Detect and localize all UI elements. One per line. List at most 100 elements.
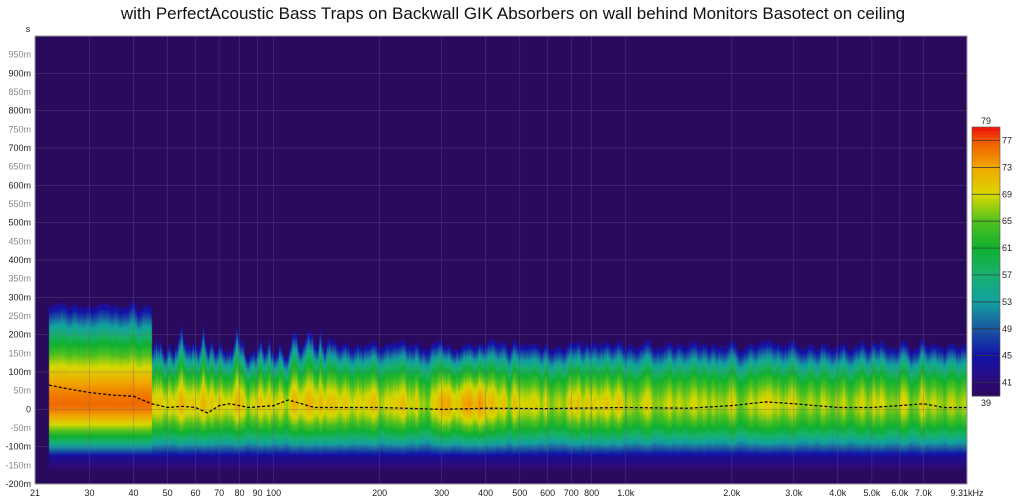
color-scale-segment [972,285,1000,289]
x-tick-label: 200 [372,488,387,498]
color-scale-segment [972,244,1000,249]
color-scale-segment [972,127,1000,131]
color-scale-segment [972,153,1000,158]
x-tick-label: 100 [266,488,281,498]
color-scale-segment [972,137,1000,141]
color-scale-segment [972,268,1000,273]
color-scale-segment [972,369,1000,373]
y-tick-label: 150m [8,348,31,358]
y-tick-label: -50m [10,423,31,433]
color-scale-segment [972,214,1000,219]
color-scale-segment [972,264,1000,269]
y-axis: 950m 900m 850m 800m 750m 700m 650m 600m 550m 500m… [5,50,31,489]
color-scale-segment [972,345,1000,350]
color-scale-segment [972,150,1000,155]
color-scale-segment [972,258,1000,262]
color-scale-segment [972,348,1000,353]
color-scale-min-label: 39 [981,398,991,408]
color-scale-segment [972,305,1000,310]
color-scale-segment [972,133,1000,138]
y-tick-label: -150m [5,460,31,470]
x-tick-label: 300 [434,488,449,498]
color-scale-segment [972,359,1000,363]
y-tick-label: 500m [8,218,31,228]
x-tick-label: 21 [30,488,40,498]
x-tick-label: 600 [540,488,555,498]
y-tick-label: 950m [8,50,31,60]
color-scale-segment [972,190,1000,195]
x-tick-label: 80 [235,488,245,498]
x-tick-label: 400 [478,488,493,498]
color-scale-tick-label: 73 [1002,162,1012,172]
color-scale-segment [972,211,1000,215]
color-scale-segment [972,187,1000,192]
x-tick-label: 800 [584,488,599,498]
color-scale-segment [972,325,1000,330]
y-tick-label: 700m [8,143,31,153]
y-tick-label: -100m [5,442,31,452]
x-tick-label: 90 [253,488,263,498]
color-scale-segment [972,177,1000,182]
color-scale-segment [972,278,1000,283]
peak-time-line [48,384,967,414]
color-scale-tick-label: 49 [1002,324,1012,334]
y-tick-label: -200m [5,479,31,489]
color-scale-tick-label: 53 [1002,297,1012,307]
y-tick-label: 900m [8,68,31,78]
color-scale-segment [972,322,1000,326]
color-scale-segment [972,288,1000,293]
peak-time-curve [48,384,967,414]
color-scale-segment [972,248,1000,252]
color-scale-segment [972,382,1000,387]
y-tick-label: 600m [8,180,31,190]
color-scale-tick-label: 57 [1002,270,1012,280]
x-tick-label: 4.0k [829,488,847,498]
color-scale-tick-label: 41 [1002,378,1012,388]
color-scale-segment [972,241,1000,246]
color-scale-segment [972,311,1000,316]
plot-frame [34,35,968,485]
color-scale-segment [972,332,1000,336]
color-scale-segment [972,375,1000,380]
y-tick-label: 350m [8,274,31,284]
color-scale-tick-label: 65 [1002,216,1012,226]
color-scale-segment [972,224,1000,229]
color-scale-segment [972,251,1000,256]
color-scale-segment [972,328,1000,333]
color-scale-segment [972,385,1000,390]
color-scale-segment [972,237,1000,242]
y-tick-label: 550m [8,199,31,209]
color-scale-segment [972,221,1000,226]
color-scale-segment [972,342,1000,347]
color-scale-segment [972,281,1000,286]
color-scale-segment [972,355,1000,360]
y-tick-label: 200m [8,330,31,340]
x-tick-label: 1.0k [617,488,635,498]
color-scale-segment [972,254,1000,259]
color-scale-segment [972,338,1000,343]
color-scale-segment [972,308,1000,313]
color-scale-segment [972,261,1000,266]
color-scale-segment [972,335,1000,340]
y-tick-label: 450m [8,236,31,246]
y-tick-label: 650m [8,162,31,172]
y-tick-label: 400m [8,255,31,265]
x-tick-label: 40 [129,488,139,498]
color-scale-segment [972,200,1000,205]
color-scale-segment [972,140,1000,145]
color-scale-segment [972,234,1000,239]
x-tick-label: 70 [214,488,224,498]
y-tick-label: 0 [26,404,31,414]
color-scale-segment [972,389,1000,394]
chart-title: with PerfectAcoustic Bass Traps on Backw… [120,4,906,23]
color-scale-segment [972,318,1000,323]
color-scale-tick-label: 77 [1002,135,1012,145]
color-scale-frame [971,126,1001,397]
color-scale-segment [972,194,1000,199]
y-tick-label: 250m [8,311,31,321]
color-scale-segment [972,204,1000,209]
x-tick-label: 7.0k [915,488,933,498]
color-scale-segment [972,167,1000,172]
y-tick-label: 800m [8,106,31,116]
